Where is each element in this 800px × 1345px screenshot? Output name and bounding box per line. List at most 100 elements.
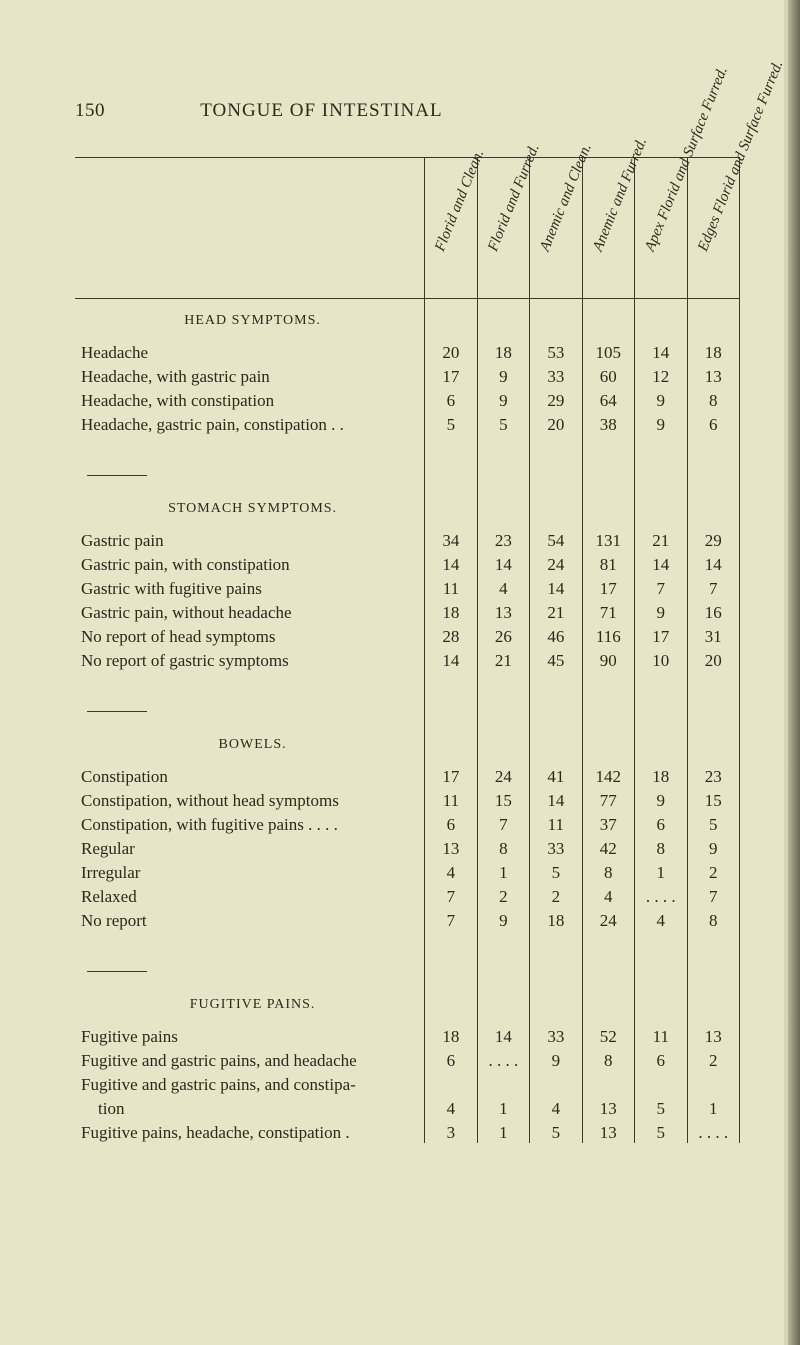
cell-value: 18 bbox=[635, 763, 687, 787]
row-label: Fugitive pains, headache, constipation . bbox=[75, 1119, 425, 1143]
cell-value: 4 bbox=[530, 1095, 582, 1119]
cell-value: 11 bbox=[425, 787, 477, 811]
cell-value: 7 bbox=[687, 883, 739, 907]
section-title-row: BOWELS. bbox=[75, 723, 739, 763]
table-row: Constipation, with fugitive pains . . . … bbox=[75, 811, 739, 835]
cell-empty bbox=[687, 931, 739, 959]
cell-value: 37 bbox=[582, 811, 634, 835]
cell-value: 10 bbox=[635, 647, 687, 671]
row-label: Gastric with fugitive pains bbox=[75, 575, 425, 599]
cell-value bbox=[477, 1071, 529, 1095]
cell-empty bbox=[530, 299, 582, 340]
cell-value: 2 bbox=[477, 883, 529, 907]
section-title-row: FUGITIVE PAINS. bbox=[75, 983, 739, 1023]
cell-value: 18 bbox=[425, 599, 477, 623]
row-label: Constipation, without head symptoms bbox=[75, 787, 425, 811]
table-row: No report of gastric symptoms14214590102… bbox=[75, 647, 739, 671]
row-label: Fugitive pains bbox=[75, 1023, 425, 1047]
cell-value: 18 bbox=[477, 339, 529, 363]
cell-value: 77 bbox=[582, 787, 634, 811]
cell-value: . . . . bbox=[687, 1119, 739, 1143]
cell-empty bbox=[582, 931, 634, 959]
cell-value: 20 bbox=[530, 411, 582, 435]
cell-empty bbox=[635, 983, 687, 1023]
cell-empty bbox=[477, 959, 529, 983]
cell-value: 41 bbox=[530, 763, 582, 787]
cell-empty bbox=[477, 435, 529, 463]
cell-empty bbox=[687, 699, 739, 723]
cell-empty bbox=[582, 435, 634, 463]
cell-value: 24 bbox=[530, 551, 582, 575]
cell-value: 14 bbox=[687, 551, 739, 575]
short-rule bbox=[87, 971, 147, 973]
cell-value: 33 bbox=[530, 1023, 582, 1047]
page-edge-inner bbox=[784, 0, 788, 1345]
cell-value: 14 bbox=[530, 575, 582, 599]
page-header: 150 TONGUE OF INTESTINAL bbox=[75, 100, 740, 122]
cell-value: 9 bbox=[687, 835, 739, 859]
cell-value: 11 bbox=[425, 575, 477, 599]
cell-value: 34 bbox=[425, 527, 477, 551]
cell-value: 7 bbox=[687, 575, 739, 599]
cell-value: 8 bbox=[635, 835, 687, 859]
col-header-4: Anemic and Furred. bbox=[582, 158, 634, 299]
cell-value: 9 bbox=[477, 363, 529, 387]
row-label: Relaxed bbox=[75, 883, 425, 907]
cell-value: 13 bbox=[582, 1119, 634, 1143]
cell-value: 20 bbox=[425, 339, 477, 363]
cell-value: 6 bbox=[635, 811, 687, 835]
cell-empty bbox=[687, 487, 739, 527]
cell-empty bbox=[530, 435, 582, 463]
cell-empty bbox=[635, 463, 687, 487]
cell-empty bbox=[687, 983, 739, 1023]
cell-value: 5 bbox=[687, 811, 739, 835]
cell-value: 24 bbox=[477, 763, 529, 787]
cell-value: 24 bbox=[582, 907, 634, 931]
cell-empty bbox=[477, 983, 529, 1023]
section-title-row: HEAD SYMPTOMS. bbox=[75, 299, 739, 340]
cell-empty bbox=[635, 699, 687, 723]
cell-value: 2 bbox=[530, 883, 582, 907]
cell-empty bbox=[425, 671, 477, 699]
cell-value: 1 bbox=[477, 1119, 529, 1143]
cell-value bbox=[425, 1071, 477, 1095]
cell-value: 6 bbox=[425, 387, 477, 411]
cell-value: 8 bbox=[687, 907, 739, 931]
cell-value: 5 bbox=[635, 1119, 687, 1143]
header-spacer bbox=[75, 158, 425, 299]
table-row: Headache, with gastric pain17933601213 bbox=[75, 363, 739, 387]
separator-cell bbox=[75, 435, 425, 463]
cell-value: 18 bbox=[687, 339, 739, 363]
separator-row bbox=[75, 671, 739, 699]
column-header-row: Florid and Clean. Florid and Furred. Ane… bbox=[75, 158, 739, 299]
cell-empty bbox=[635, 959, 687, 983]
cell-value bbox=[582, 1071, 634, 1095]
cell-value: 90 bbox=[582, 647, 634, 671]
col-header-3: Anemic and Clean. bbox=[530, 158, 582, 299]
cell-value: 14 bbox=[425, 551, 477, 575]
cell-value: 1 bbox=[687, 1095, 739, 1119]
cell-value: 33 bbox=[530, 363, 582, 387]
cell-value: 5 bbox=[635, 1095, 687, 1119]
table-row: Fugitive pains, headache, constipation .… bbox=[75, 1119, 739, 1143]
cell-value: 4 bbox=[635, 907, 687, 931]
row-label: Headache bbox=[75, 339, 425, 363]
col-header-label: Anemic and Furred. bbox=[590, 203, 624, 254]
cell-empty bbox=[425, 959, 477, 983]
table-row: Gastric with fugitive pains114141777 bbox=[75, 575, 739, 599]
cell-value: . . . . bbox=[635, 883, 687, 907]
cell-value bbox=[687, 1071, 739, 1095]
cell-empty bbox=[530, 723, 582, 763]
cell-value: 14 bbox=[530, 787, 582, 811]
cell-empty bbox=[635, 487, 687, 527]
cell-empty bbox=[635, 435, 687, 463]
col-header-label: Florid and Clean. bbox=[432, 203, 466, 254]
table-header: Florid and Clean. Florid and Furred. Ane… bbox=[75, 158, 739, 299]
cell-value: 23 bbox=[687, 763, 739, 787]
cell-empty bbox=[582, 983, 634, 1023]
cell-value: 8 bbox=[477, 835, 529, 859]
cell-value bbox=[530, 1071, 582, 1095]
cell-value: 9 bbox=[477, 907, 529, 931]
cell-empty bbox=[530, 487, 582, 527]
table-row: Fugitive pains181433521113 bbox=[75, 1023, 739, 1047]
